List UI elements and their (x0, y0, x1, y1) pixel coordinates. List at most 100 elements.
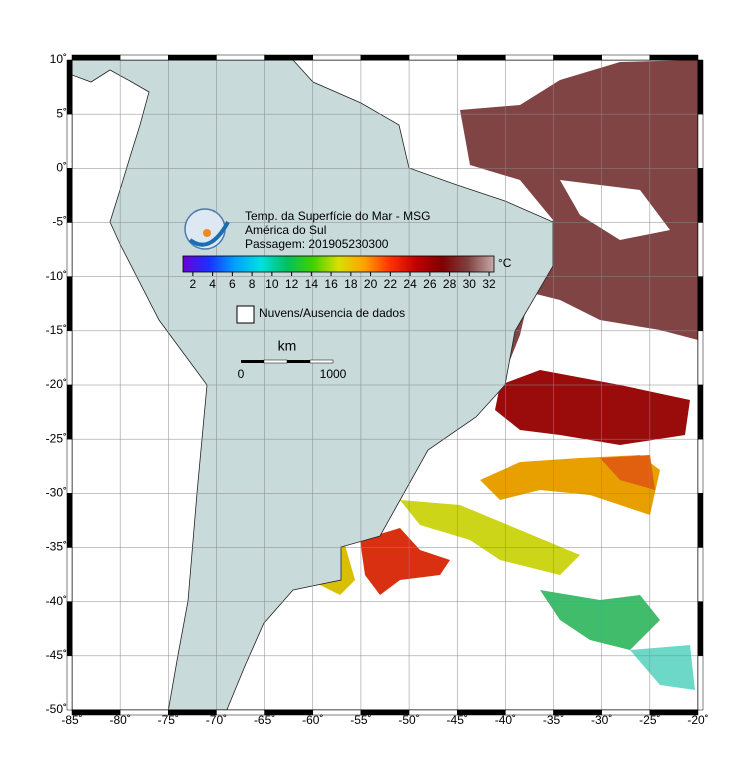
border-segment (66, 547, 73, 602)
scale-bar: km 0 1000 (238, 338, 347, 381)
border-segment (456, 54, 506, 61)
border-segment (66, 59, 73, 115)
lat-tick-label: -30˚ (46, 486, 67, 500)
lat-tick-label: -10˚ (46, 269, 67, 283)
border-segment (697, 276, 704, 332)
legend-label: Nuvens/Ausencia de dados (259, 306, 405, 320)
lat-tick-label: -25˚ (46, 431, 67, 445)
lon-tick-label: -60˚ (302, 713, 323, 727)
border-segment (71, 54, 121, 61)
border-segment (697, 222, 704, 277)
colorbar-tick-label: 10 (265, 277, 279, 291)
colorbar-tick-label: 16 (324, 277, 338, 291)
lon-tick-label: -20˚ (687, 713, 708, 727)
border-segment (697, 330, 704, 386)
colorbar-tick-label: 12 (285, 277, 299, 291)
lon-tick-label: -55˚ (350, 713, 371, 727)
border-segment (697, 601, 704, 657)
scale-label: 1000 (320, 367, 347, 381)
border-segment (66, 655, 73, 711)
ticks: -85˚ -80˚ -75˚ -70˚ -65˚ -60˚ -55˚ -50˚ -45˚ -40˚… (46, 52, 709, 727)
border-segment (216, 54, 265, 61)
lat-tick-label: 0˚ (56, 161, 67, 175)
sst-patch (600, 455, 655, 490)
sst-patch (630, 645, 695, 690)
border-segment (66, 113, 73, 169)
border-segment (168, 54, 217, 61)
border-segment (697, 59, 704, 115)
lon-tick-label: -75˚ (158, 713, 179, 727)
border-segment (697, 384, 704, 440)
lon-tick-label: -65˚ (254, 713, 275, 727)
colorbar-tick-label: 30 (463, 277, 477, 291)
lon-tick-label: -40˚ (495, 713, 516, 727)
border-segment (66, 168, 73, 223)
colorbar-tick-label: 2 (190, 277, 197, 291)
border-segment (66, 438, 73, 494)
colorbar-tick-label: 14 (305, 277, 319, 291)
border-segment (697, 438, 704, 494)
legend-swatch (236, 305, 255, 324)
colorbar-tick-label: 6 (229, 277, 236, 291)
border-segment (66, 493, 73, 548)
border-segment (553, 54, 602, 61)
sst-patch (540, 590, 660, 650)
lat-tick-label: -45˚ (46, 648, 67, 662)
sst-patch (495, 370, 690, 445)
border-segment (649, 54, 699, 61)
lon-tick-label: -70˚ (206, 713, 227, 727)
colorbar-tick-label: 32 (482, 277, 496, 291)
colorbar-tick-label: 22 (384, 277, 398, 291)
colorbar-tick-label: 24 (403, 277, 417, 291)
lon-tick-label: -45˚ (447, 713, 468, 727)
cloud-gap (560, 180, 670, 240)
lon-tick-label: -85˚ (61, 713, 82, 727)
border-segment (66, 601, 73, 657)
colorbar-tick-label: 26 (423, 277, 437, 291)
border-segment (119, 54, 169, 61)
lat-tick-label: 10˚ (50, 52, 67, 66)
lon-tick-label: -25˚ (639, 713, 660, 727)
lat-tick-label: -35˚ (46, 540, 67, 554)
border-segment (601, 54, 651, 61)
pass-line: Passagem: 201905230300 (245, 237, 389, 251)
border-segment (505, 54, 554, 61)
lat-tick-label: -40˚ (46, 594, 67, 608)
border-segment (66, 384, 73, 440)
border-segment (697, 547, 704, 602)
lon-tick-label: -35˚ (543, 713, 564, 727)
sst-patch (400, 500, 580, 575)
colorbar-tick-label: 18 (344, 277, 358, 291)
lat-tick-label: -50˚ (46, 702, 67, 716)
colorbar-scale (182, 255, 495, 273)
inpe-logo (184, 208, 230, 250)
scale-label: 0 (238, 367, 245, 381)
sst-patch (360, 528, 450, 595)
border-segment (264, 54, 314, 61)
border-segment (697, 113, 704, 169)
map-area (72, 60, 698, 710)
border-segment (66, 276, 73, 332)
subtitle-line: América do Sul (245, 223, 326, 237)
lon-tick-label: -80˚ (109, 713, 130, 727)
scale-segment (309, 359, 334, 364)
scale-segment (263, 359, 288, 364)
frame-border (66, 54, 704, 716)
border-segment (697, 168, 704, 223)
border-segment (66, 330, 73, 386)
lat-tick-label: -20˚ (46, 377, 67, 391)
border-segment (360, 54, 410, 61)
lat-tick-label: -15˚ (46, 323, 67, 337)
colorbar: 2 4 6 8 10 12 14 16 18 20 22 24 26 28 30 32 (182, 255, 496, 291)
border-segment (649, 709, 699, 716)
border-segment (697, 655, 704, 711)
colorbar-tick-label: 8 (249, 277, 256, 291)
lat-tick-label: -5˚ (52, 215, 67, 229)
colorbar-tick-label: 20 (364, 277, 378, 291)
title-line: Temp. da Superfície do Mar - MSG (245, 209, 430, 223)
colorbar-tick-label: 28 (443, 277, 457, 291)
border-segment (697, 493, 704, 548)
colorbar-tick-label: 4 (209, 277, 216, 291)
colorbar-unit: °C (498, 256, 512, 270)
